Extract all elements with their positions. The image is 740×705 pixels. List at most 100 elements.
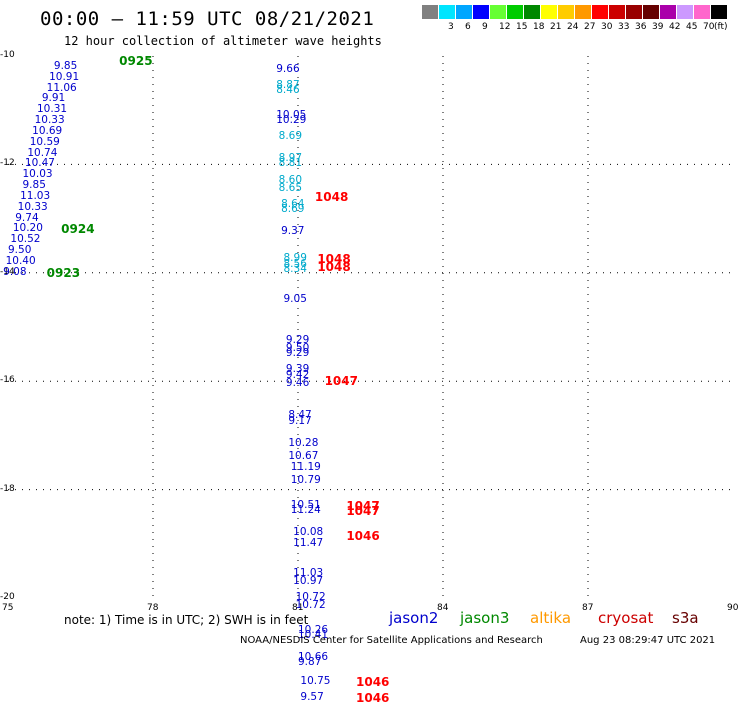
pass-time-label: 1046 <box>356 691 390 705</box>
wave-height-value: 8.60 <box>278 173 303 186</box>
wave-height-value: 9.29 <box>285 347 310 360</box>
wave-height-value: 8.34 <box>283 263 307 276</box>
legend-swatch <box>694 5 710 19</box>
wave-height-value: 8.64 <box>281 198 305 211</box>
latitude-label: -14 <box>0 266 15 277</box>
pass-time-label: 1047 <box>346 504 380 519</box>
wave-height-value: 10.51 <box>290 498 321 511</box>
map-title: 00:00 – 11:59 UTC 08/21/2021 <box>40 8 375 30</box>
legend-swatch <box>473 5 489 19</box>
legend-swatch <box>643 5 659 19</box>
wave-height-value: 9.66 <box>276 62 300 75</box>
wave-height-value: 9.50 <box>285 341 310 354</box>
wave-height-value: 9.50 <box>8 244 32 257</box>
legend-swatch <box>711 5 727 19</box>
satellite-jason2: jason2 <box>389 609 439 627</box>
pass-time-label: 1048 <box>314 189 349 204</box>
legend-swatch <box>558 5 574 19</box>
legend-label: 15 <box>516 22 528 32</box>
wave-height-value: 10.28 <box>288 436 319 449</box>
legend-label: 9 <box>482 22 488 32</box>
latitude-label: -18 <box>0 483 15 494</box>
wave-height-value: 10.40 <box>5 254 36 267</box>
wave-height-map <box>8 56 733 598</box>
wave-height-value: 9.74 <box>15 211 39 224</box>
map-subtitle: 12 hour collection of altimeter wave hei… <box>64 34 382 48</box>
footer-note: note: 1) Time is in UTC; 2) SWH is in fe… <box>64 613 309 627</box>
wave-height-value: 10.69 <box>32 124 63 137</box>
legend-label: 33 <box>618 22 630 32</box>
legend-unit: (ft) <box>714 22 728 32</box>
wave-height-value: 10.91 <box>49 70 80 83</box>
pass-time-label: 0925 <box>119 54 153 69</box>
wave-height-value: 11.03 <box>20 189 51 202</box>
wave-height-value: 10.33 <box>34 114 65 127</box>
wave-height-value: 8.56 <box>283 257 307 270</box>
generated-timestamp: Aug 23 08:29:47 UTC 2021 <box>580 635 716 646</box>
longitude-label: 81 <box>292 603 304 613</box>
wave-height-value: 10.33 <box>17 200 48 213</box>
wave-height-value: 9.91 <box>41 92 66 105</box>
legend-label: 18 <box>533 22 545 32</box>
wave-height-value: 8.99 <box>283 252 307 265</box>
legend-label: 36 <box>635 22 647 32</box>
wave-height-value: 10.67 <box>288 450 319 463</box>
legend-swatch <box>626 5 642 19</box>
latitude-label: -20 <box>0 592 15 602</box>
legend-swatch <box>592 5 608 19</box>
wave-height-value: 9.05 <box>283 292 307 305</box>
wave-height-value: 10.26 <box>298 623 329 636</box>
wave-height-value: 10.74 <box>27 146 58 159</box>
legend-label: 27 <box>584 22 596 32</box>
wave-height-value: 9.17 <box>288 414 312 427</box>
legend-label: 45 <box>686 22 698 32</box>
wave-height-value: 8.81 <box>278 157 303 170</box>
wave-height-value: 9.85 <box>53 59 78 72</box>
wave-height-value: 10.59 <box>29 135 60 148</box>
satellite-s3a: s3a <box>672 609 699 627</box>
pass-time-label: 1048 <box>317 252 351 267</box>
wave-height-value: 10.72 <box>295 591 326 603</box>
wave-height-value: 8.65 <box>278 181 303 194</box>
wave-height-value: 9.29 <box>285 333 310 346</box>
pass-time-label: 1047 <box>324 374 358 389</box>
wave-height-value: 10.31 <box>37 103 68 116</box>
wave-height-value: 10.52 <box>10 233 41 246</box>
legend-label: 3 <box>448 22 454 32</box>
legend-swatch <box>575 5 591 19</box>
legend-label: 24 <box>567 22 579 32</box>
wave-height-value: 9.85 <box>22 179 46 192</box>
wave-height-value: 9.08 <box>3 265 27 278</box>
legend-swatch <box>507 5 523 19</box>
wave-height-value: 9.46 <box>285 376 310 389</box>
legend-label: 6 <box>465 22 471 32</box>
wave-height-value: 11.19 <box>290 460 321 473</box>
wave-height-value: 11.24 <box>290 504 321 517</box>
wave-height-value: 8.69 <box>281 203 305 216</box>
wave-height-value: 9.87 <box>298 656 322 669</box>
wave-height-value: 9.57 <box>300 691 324 704</box>
longitude-label: 84 <box>437 603 449 613</box>
legend-swatch <box>524 5 540 19</box>
wave-height-value: 8.97 <box>278 151 303 164</box>
satellite-cryosat: cryosat <box>598 609 654 627</box>
wave-height-value: 10.03 <box>22 168 53 181</box>
latitude-label: -10 <box>0 50 15 60</box>
wave-height-value: 10.20 <box>12 222 43 235</box>
pass-time-label: 1048 <box>317 260 351 275</box>
wave-height-value: 11.47 <box>293 536 324 549</box>
legend-swatch <box>422 5 438 19</box>
legend-label: 30 <box>601 22 613 32</box>
pass-time-label: 1046 <box>356 675 390 689</box>
longitude-label: 90 <box>727 603 739 613</box>
wave-height-value: 10.75 <box>300 675 331 687</box>
pass-time-label: 0924 <box>61 222 95 237</box>
wave-height-value: 10.08 <box>293 525 324 538</box>
legend-label: 39 <box>652 22 664 32</box>
wave-height-value: 10.05 <box>276 108 307 121</box>
satellite-altika: altika <box>530 609 572 627</box>
satellite-jason3: jason3 <box>460 609 510 627</box>
legend-swatch <box>609 5 625 19</box>
pass-time-label: 0923 <box>46 265 81 280</box>
wave-height-value: 8.46 <box>276 84 300 97</box>
